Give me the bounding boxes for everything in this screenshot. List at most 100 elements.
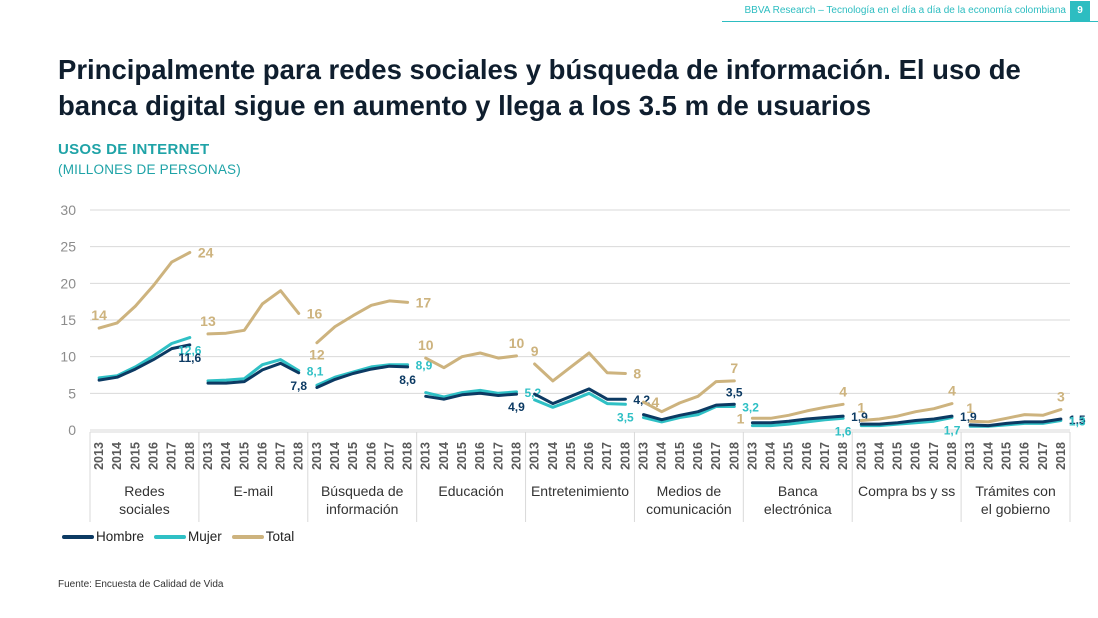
x-tick-label-2017: 2017 (491, 442, 505, 470)
legend-label-total: Total (265, 529, 295, 544)
x-tick-label-2017: 2017 (927, 442, 941, 470)
x-tick-label-2017: 2017 (165, 442, 179, 470)
legend-item-mujer: Mujer (154, 529, 222, 544)
legend-item-hombre: Hombre (62, 529, 144, 544)
x-tick-label-2015: 2015 (782, 442, 796, 470)
x-tick-label-2016: 2016 (473, 442, 487, 470)
x-tick-label-2014: 2014 (328, 442, 342, 470)
x-tick-label-2018: 2018 (401, 442, 415, 470)
series-line-hombre-1 (206, 361, 301, 385)
data-label-mujer-7-3: 1,7 (944, 424, 961, 438)
x-tick-label-2015: 2015 (999, 442, 1013, 470)
data-label-mujer-5-3: 3,2 (742, 401, 759, 415)
x-tick-label-2013: 2013 (963, 442, 977, 470)
x-tick-label-2018: 2018 (1054, 442, 1068, 470)
data-label-total-4-1: 8 (633, 366, 641, 382)
data-label-hombre-8-2: 1,5 (1069, 413, 1086, 427)
series-line-mujer-1 (206, 358, 301, 383)
legend-label-mujer: Mujer (188, 529, 222, 544)
data-label-hombre-1-3: 7,8 (290, 379, 307, 393)
legend-item-total: Total (231, 529, 295, 544)
y-tick-label-5: 5 (68, 385, 76, 401)
data-label-total-3-1: 10 (509, 335, 525, 351)
x-tick-label-2016: 2016 (582, 442, 596, 470)
data-label-total-8-0: 1 (966, 400, 974, 416)
x-tick-label-2017: 2017 (1036, 442, 1050, 470)
y-tick-label-10: 10 (60, 349, 76, 365)
category-label-2-1: información (326, 501, 398, 517)
x-tick-label-2016: 2016 (800, 442, 814, 470)
x-tick-label-2013: 2013 (92, 442, 106, 470)
x-tick-label-2017: 2017 (818, 442, 832, 470)
x-tick-label-2015: 2015 (455, 442, 469, 470)
data-label-total-1-0: 13 (200, 313, 216, 329)
x-tick-label-2018: 2018 (618, 442, 632, 470)
series-line-mujer-2 (315, 363, 410, 387)
data-label-mujer-4-3: 3,5 (617, 410, 634, 424)
x-tick-label-2017: 2017 (382, 442, 396, 470)
series-line-hombre-2 (315, 364, 410, 389)
series-line-hombre-8 (968, 417, 1063, 428)
x-tick-label-2018: 2018 (836, 442, 850, 470)
series-line-mujer-0 (97, 336, 192, 380)
x-tick-label-2017: 2017 (709, 442, 723, 470)
x-tick-label-2013: 2013 (528, 442, 542, 470)
header-bar: BBVA Research – Tecnología en el día a d… (722, 0, 1098, 22)
x-tick-label-2017: 2017 (274, 442, 288, 470)
x-tick-label-2013: 2013 (854, 442, 868, 470)
x-tick-label-2016: 2016 (147, 442, 161, 470)
x-tick-label-2014: 2014 (437, 442, 451, 470)
chart-subtitle: USOS DE INTERNET (58, 141, 210, 158)
series-line-total-4 (533, 351, 627, 383)
x-tick-label-2015: 2015 (673, 442, 687, 470)
category-label-2-0: Búsqueda de (321, 483, 404, 499)
data-label-mujer-2-2: 8,9 (416, 359, 433, 373)
x-tick-label-2015: 2015 (346, 442, 360, 470)
y-tick-label-30: 30 (60, 202, 76, 218)
header-divider (722, 21, 1098, 22)
category-label-5-0: Medios de (657, 483, 722, 499)
data-label-hombre-5-2: 3,5 (726, 385, 743, 399)
page-title: Principalmente para redes sociales y bús… (58, 54, 1021, 121)
x-tick-label-2014: 2014 (546, 442, 560, 470)
data-label-total-1-1: 16 (307, 305, 323, 321)
data-label-hombre-0-3: 11,6 (178, 351, 201, 365)
data-label-mujer-8-3: 1,3 (1069, 414, 1086, 428)
series-line-total-1 (206, 289, 301, 336)
x-tick-label-2013: 2013 (310, 442, 324, 470)
category-label-0-0: Redes (124, 483, 164, 499)
data-label-total-4-0: 9 (531, 343, 539, 359)
category-label-7-0: Compra bs y ss (858, 483, 955, 499)
x-tick-label-2013: 2013 (419, 442, 433, 470)
category-label-0-1: sociales (119, 501, 170, 517)
series-line-total-3 (424, 351, 518, 370)
data-label-total-8-1: 3 (1057, 388, 1065, 404)
series-line-total-6 (750, 402, 845, 420)
x-tick-label-2016: 2016 (909, 442, 923, 470)
x-tick-label-2014: 2014 (764, 442, 778, 470)
y-tick-label-20: 20 (60, 275, 76, 291)
legend-swatch-hombre (62, 534, 94, 539)
series-line-mujer-3 (424, 388, 518, 399)
source-note: Fuente: Encuesta de Calidad de Vida (58, 579, 224, 590)
chart-legend: Hombre Mujer Total (62, 529, 304, 544)
data-label-total-0-1: 24 (198, 245, 214, 261)
series-line-mujer-4 (533, 391, 627, 409)
x-tick-label-2015: 2015 (564, 442, 578, 470)
category-label-4-0: Entretenimiento (531, 483, 629, 499)
series-line-mujer-5 (642, 405, 736, 424)
category-label-6-0: Banca (778, 483, 818, 499)
data-label-total-5-0: 4 (652, 394, 660, 410)
y-tick-label-25: 25 (60, 239, 76, 255)
x-tick-label-2018: 2018 (292, 442, 306, 470)
line-chart: 0 5 10 15 20 25 30 2013 2014 2015 2016 2017 2018 Rede… (60, 202, 1086, 522)
category-label-8-1: el gobierno (981, 501, 1050, 517)
chart-unit-label: (MILLONES DE PERSONAS) (58, 162, 241, 177)
series-line-total-7 (859, 402, 954, 422)
page-number: 9 (1070, 1, 1090, 21)
x-tick-label-2016: 2016 (691, 442, 705, 470)
data-label-total-7-1: 4 (948, 383, 956, 399)
data-label-hombre-2-3: 8,6 (399, 373, 416, 387)
x-tick-label-2018: 2018 (509, 442, 523, 470)
x-tick-label-2014: 2014 (655, 442, 669, 470)
